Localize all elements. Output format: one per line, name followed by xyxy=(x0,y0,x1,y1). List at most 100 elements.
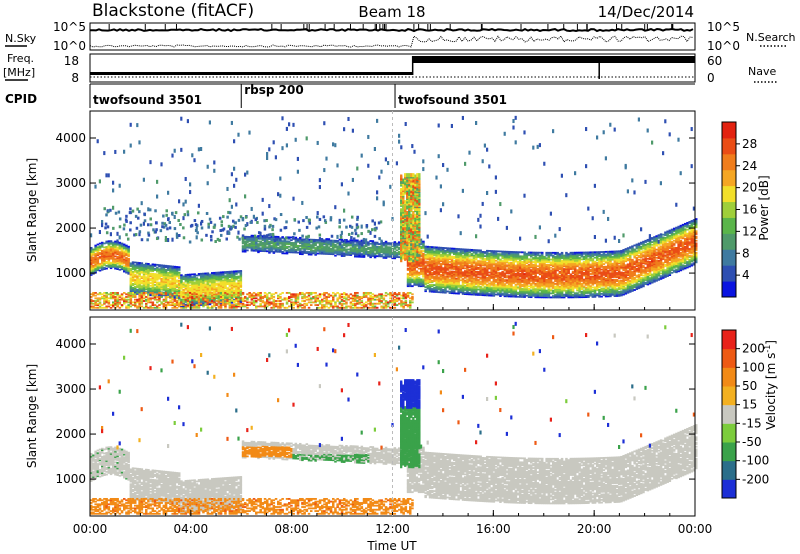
power-cell xyxy=(411,263,414,266)
power-cell xyxy=(241,302,245,305)
power-cell xyxy=(241,239,245,242)
power-cell xyxy=(360,306,364,309)
power-cell xyxy=(193,288,196,291)
power-cell xyxy=(217,295,221,298)
power-cell xyxy=(314,301,317,304)
power-cell xyxy=(98,253,102,256)
power-cell xyxy=(380,250,383,252)
power-cell xyxy=(178,269,181,271)
power-cell xyxy=(213,297,216,300)
power-cell xyxy=(380,297,383,300)
power-cell xyxy=(294,137,297,142)
power-cell xyxy=(96,302,100,305)
power-cell xyxy=(127,267,130,270)
power-cell xyxy=(389,246,392,249)
power-cell xyxy=(182,202,185,207)
power-cell xyxy=(369,296,372,298)
power-cell xyxy=(270,250,273,253)
power-cell xyxy=(197,302,201,305)
power-cell xyxy=(103,306,106,309)
power-cell xyxy=(109,296,113,298)
power-cell xyxy=(107,245,111,248)
power-cell xyxy=(288,248,291,251)
power-cell xyxy=(233,183,236,188)
power-cell xyxy=(329,253,333,256)
power-cell xyxy=(244,246,247,249)
power-cell xyxy=(395,252,399,254)
power-cell xyxy=(186,291,190,294)
power-cell xyxy=(107,248,111,251)
power-cell xyxy=(340,255,344,257)
power-cell xyxy=(184,176,187,181)
power-cell xyxy=(208,120,211,125)
power-cell xyxy=(283,306,287,309)
power-cell xyxy=(138,302,141,305)
power-cell xyxy=(145,280,148,283)
power-cell xyxy=(323,242,326,244)
power-cell xyxy=(305,241,309,244)
power-cell xyxy=(125,252,128,255)
power-cell xyxy=(182,283,185,286)
power-cell xyxy=(384,240,388,243)
power-cell xyxy=(466,278,469,281)
power-cell xyxy=(178,296,181,298)
power-cell xyxy=(114,302,117,305)
power-cell xyxy=(464,161,467,166)
power-cell xyxy=(127,298,130,301)
power-cell xyxy=(94,291,97,294)
power-cell xyxy=(334,301,337,304)
power-cell xyxy=(490,281,493,284)
power-cell xyxy=(184,293,188,296)
power-cell xyxy=(215,296,218,298)
power-cell xyxy=(244,300,247,302)
power-cell xyxy=(191,273,194,276)
power-cell xyxy=(92,306,95,309)
power-cell xyxy=(195,282,199,285)
power-cell xyxy=(200,146,203,151)
power-cell xyxy=(296,293,300,296)
power-cell xyxy=(387,251,390,254)
power-cell xyxy=(98,246,102,249)
power-cell xyxy=(129,286,133,289)
power-cell xyxy=(406,304,410,306)
power-cell xyxy=(371,297,375,300)
power-cell xyxy=(211,284,214,287)
power-cell xyxy=(420,267,423,270)
power-cell xyxy=(327,250,331,253)
power-cell xyxy=(149,275,152,278)
power-cell xyxy=(261,301,265,304)
power-cell xyxy=(105,250,108,252)
power-cell xyxy=(191,300,194,303)
power-cell xyxy=(274,291,278,294)
power-cell xyxy=(296,169,299,174)
power-cell xyxy=(90,268,93,271)
power-cell xyxy=(369,256,372,259)
power-cell xyxy=(131,284,135,287)
power-cell xyxy=(90,305,93,308)
power-cell xyxy=(367,244,370,246)
power-cell xyxy=(149,279,152,282)
power-cell xyxy=(431,288,434,290)
power-cell xyxy=(178,271,181,274)
power-cell xyxy=(446,254,449,256)
power-cell xyxy=(404,122,407,127)
power-cell xyxy=(477,288,480,291)
power-cell xyxy=(116,231,119,236)
power-cell xyxy=(283,248,287,251)
power-cell xyxy=(387,243,390,246)
power-cell xyxy=(321,250,324,252)
power-cell xyxy=(266,246,269,249)
power-cell xyxy=(384,305,388,308)
power-cell xyxy=(446,290,449,293)
power-cell xyxy=(365,242,368,245)
power-cell xyxy=(101,258,104,260)
power-cell xyxy=(105,251,108,254)
power-cell xyxy=(365,294,368,297)
power-cell xyxy=(226,298,229,301)
power-cell xyxy=(323,251,326,254)
power-cell xyxy=(167,238,170,243)
power-cell xyxy=(334,305,337,308)
power-cell xyxy=(213,275,216,278)
power-cell xyxy=(215,304,218,306)
